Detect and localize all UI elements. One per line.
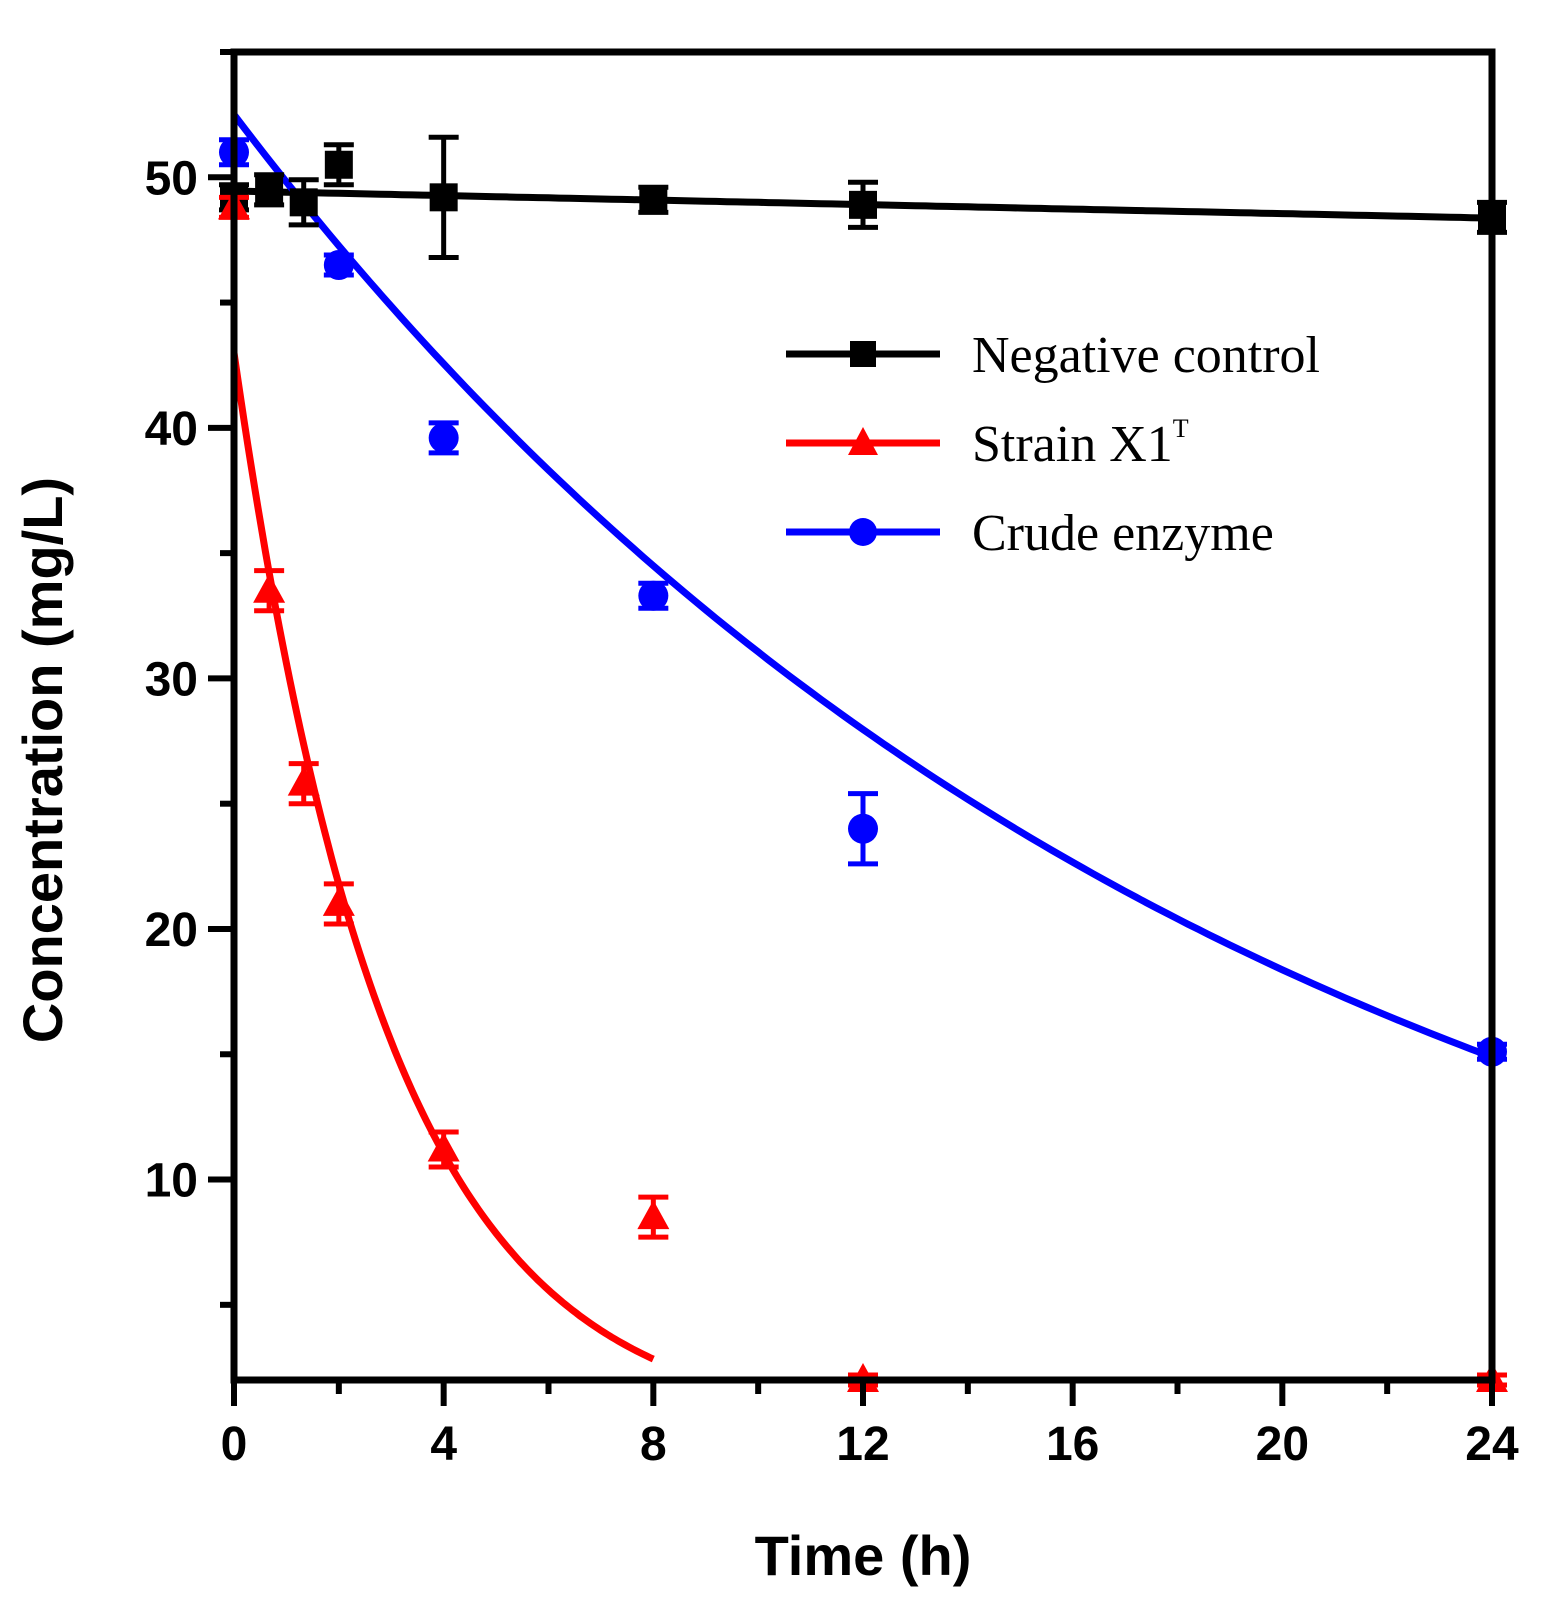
legend-label-crude-enzyme: Crude enzyme [972,505,1274,562]
y-axis: 10 20 30 40 50 [145,49,234,1308]
x-tick-label: 0 [221,1418,248,1471]
data-point-crude-enzyme [638,580,669,611]
data-point-negative-control [288,177,319,228]
y-tick-label: 50 [145,152,198,205]
marker-circle [323,249,354,280]
data-point-crude-enzyme [428,420,459,456]
legend-marker-circle [849,518,877,546]
data-point-strain-x1t [253,568,286,614]
y-tick-label: 40 [145,403,198,456]
marker-triangle [287,766,320,796]
x-tick-label: 20 [1256,1418,1309,1471]
marker-circle [428,422,459,453]
marker-square [255,175,284,204]
legend-item-negative-control: Negative control [786,327,1320,384]
y-axis-label: Concentration (mg/L) [11,477,74,1043]
x-tick-label: 8 [640,1418,667,1471]
marker-square [849,190,877,219]
data-point-negative-control [323,142,354,188]
y-tick-label: 30 [145,653,198,706]
marker-triangle [427,1132,460,1162]
legend-marker-square [850,341,876,367]
data-point-strain-x1t [322,881,355,927]
legend-label-strain-x1t: Strain X1T [972,414,1189,473]
y-tick-label: 20 [145,904,198,957]
x-axis: 0 4 8 12 16 20 24 [221,1380,1519,1471]
data-point-negative-control [638,184,669,215]
marker-circle [638,580,669,611]
legend-marker-triangle [848,427,878,455]
legend-label-negative-control: Negative control [972,327,1320,384]
data-point-negative-control [848,179,878,230]
legend-superscript: T [1173,414,1189,443]
x-tick-label: 24 [1465,1418,1519,1471]
marker-square [429,183,458,212]
legend: Negative control Strain X1T Crude enzyme [786,327,1320,562]
legend-item-strain-x1t: Strain X1T [786,414,1189,473]
marker-triangle [637,1200,670,1230]
data-point-negative-control [254,172,285,208]
marker-square [639,185,668,214]
marker-triangle [253,573,286,603]
legend-item-crude-enzyme: Crude enzyme [786,505,1274,562]
data-point-strain-x1t [427,1129,460,1170]
x-axis-label: Time (h) [755,1524,972,1587]
x-tick-label: 4 [430,1418,457,1471]
fit-curve-crude-enzyme [231,112,1494,1061]
data-point-negative-control [428,134,459,260]
data-point-strain-x1t [637,1194,670,1240]
y-tick-label: 10 [145,1155,198,1208]
marker-square [289,188,318,217]
marker-triangle [322,886,355,916]
data-point-crude-enzyme [848,791,878,867]
marker-square [324,150,353,179]
data-point-crude-enzyme [323,249,354,280]
x-tick-label: 16 [1046,1418,1099,1471]
x-tick-label: 12 [836,1418,889,1471]
marker-circle [848,813,878,844]
data-point-strain-x1t [287,761,320,807]
